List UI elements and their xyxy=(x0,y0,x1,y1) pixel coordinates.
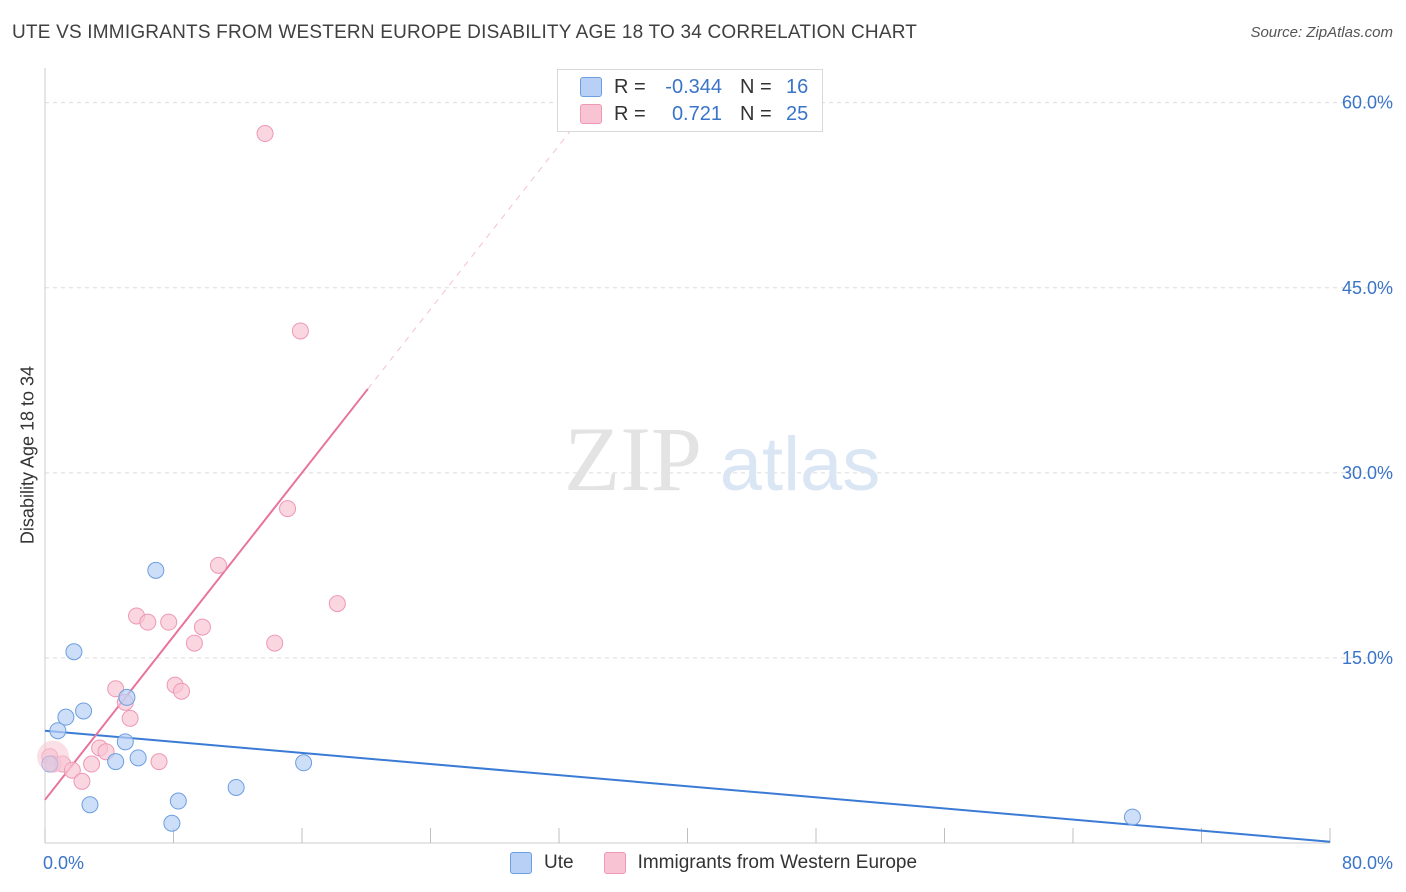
immigrants-point xyxy=(83,755,101,773)
y-tick-label: 30.0% xyxy=(1342,463,1393,483)
correlation-legend: R = -0.344 N = 16 R = 0.721 N = 25 xyxy=(557,69,823,132)
immigrants-point xyxy=(121,709,139,727)
source-label: Source: ZipAtlas.com xyxy=(1250,24,1393,41)
legend-label-ute: Ute xyxy=(544,852,574,873)
y-tick-label: 15.0% xyxy=(1342,648,1393,668)
n-value: 16 xyxy=(786,75,809,98)
axes xyxy=(44,68,1331,844)
immigrants-point xyxy=(139,613,157,631)
r-value: 0.721 xyxy=(671,102,722,125)
ute-point xyxy=(118,688,136,706)
ute-point xyxy=(107,753,125,771)
immigrants-point xyxy=(193,618,211,636)
x-tick-label: 0.0% xyxy=(43,853,84,873)
watermark-atlas: atlas xyxy=(720,422,881,507)
tick-labels: 15.0% 30.0% 45.0% 60.0% 0.0% 80.0% xyxy=(43,93,1393,873)
ute-point xyxy=(163,814,181,832)
immigrants-swatch xyxy=(603,852,626,874)
trend-lines xyxy=(44,124,1331,843)
ute-point xyxy=(49,722,67,740)
n-label: N = xyxy=(740,75,772,98)
data-points xyxy=(37,125,1141,832)
immigrants-swatch xyxy=(580,104,602,124)
ute-point xyxy=(75,702,93,720)
chart-title: UTE VS IMMIGRANTS FROM WESTERN EUROPE DI… xyxy=(12,22,918,43)
watermark: ZIP atlas xyxy=(564,408,880,510)
immigrants-trend-line xyxy=(44,388,369,801)
immigrants-point xyxy=(150,753,168,771)
immigrants-point xyxy=(209,556,227,574)
ute-point xyxy=(65,643,83,661)
immigrants-point xyxy=(279,500,297,518)
y-tick-label: 60.0% xyxy=(1342,93,1393,113)
ute-swatch xyxy=(510,852,532,874)
legend-item-ute[interactable]: Ute xyxy=(510,852,574,874)
immigrants-point-cluster xyxy=(37,740,70,773)
grid-lines xyxy=(45,102,1392,659)
legend-label-immigrants: Immigrants from Western Europe xyxy=(637,852,918,873)
ute-point xyxy=(1123,808,1141,826)
n-label: N = xyxy=(740,102,772,125)
ute-point xyxy=(129,749,147,767)
immigrants-point xyxy=(256,125,274,143)
immigrants-point xyxy=(173,682,191,700)
r-label: R = xyxy=(614,102,646,125)
ute-point xyxy=(295,754,313,772)
ute-point xyxy=(116,733,134,751)
ute-trend-line xyxy=(44,729,1331,843)
ute-point xyxy=(227,778,245,796)
immigrants-point xyxy=(107,680,125,698)
immigrants-point xyxy=(328,595,346,613)
r-value: -0.344 xyxy=(665,75,722,98)
ute-point xyxy=(57,708,75,726)
immigrants-point xyxy=(160,613,178,631)
ute-point xyxy=(147,561,165,579)
legend-row-immigrants: R = 0.721 N = 25 xyxy=(580,102,808,126)
y-tick-label: 45.0% xyxy=(1342,278,1393,298)
y-axis-label: Disability Age 18 to 34 xyxy=(17,365,38,545)
n-value: 25 xyxy=(786,102,809,125)
ute-swatch xyxy=(580,77,602,97)
series-legend: Ute Immigrants from Western Europe xyxy=(510,852,947,874)
x-tick-label: 80.0% xyxy=(1342,853,1393,873)
immigrants-point xyxy=(185,634,203,652)
legend-row-ute: R = -0.344 N = 16 xyxy=(580,75,808,99)
r-label: R = xyxy=(614,75,646,98)
ute-point xyxy=(169,792,187,810)
legend-item-immigrants[interactable]: Immigrants from Western Europe xyxy=(603,852,918,874)
watermark-zip: ZIP xyxy=(564,408,702,510)
immigrants-trend-extension xyxy=(367,124,576,390)
immigrants-point xyxy=(291,322,309,340)
ute-point xyxy=(81,796,99,814)
immigrants-point xyxy=(63,761,81,779)
immigrants-point xyxy=(73,772,91,790)
immigrants-point xyxy=(266,634,284,652)
